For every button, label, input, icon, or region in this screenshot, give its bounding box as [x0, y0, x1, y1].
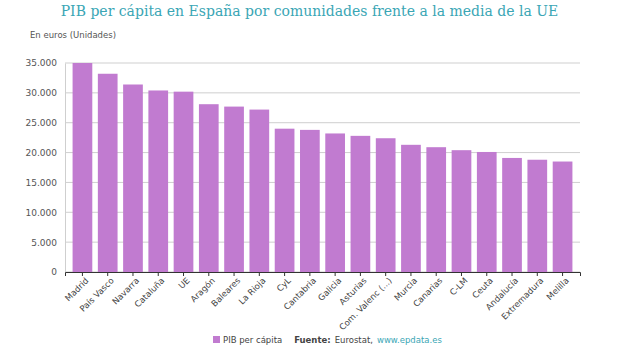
- y-tick: 0: [51, 267, 65, 277]
- grid-line: [65, 63, 580, 64]
- y-tick-label: 10.000: [26, 208, 58, 218]
- bar: [300, 130, 320, 272]
- grid: [65, 63, 580, 272]
- bar: [98, 74, 118, 272]
- x-axis: MadridPaís VascoNavarraCataluñaUEAragónB…: [63, 272, 581, 332]
- bar: [527, 160, 547, 272]
- x-axis-line: [66, 273, 581, 277]
- bar: [199, 104, 219, 272]
- x-tick: La Rioja: [237, 272, 268, 306]
- x-tick-label: Extremadura: [499, 276, 545, 322]
- y-tick: 10.000: [26, 208, 66, 218]
- x-tick-label: Melilla: [544, 276, 570, 302]
- x-tick-label: Cantabria: [282, 276, 318, 312]
- x-tick: Melilla: [544, 272, 570, 302]
- bar: [401, 145, 421, 272]
- y-axis: 0 5.000 10.000 15.000 20.000 25.000 30.000 35.0…: [26, 58, 66, 277]
- bar: [275, 129, 295, 272]
- y-tick: 15.000: [26, 178, 66, 188]
- y-tick-label: 15.000: [26, 178, 58, 188]
- y-tick: 30.000: [26, 88, 66, 98]
- y-tick: 35.000: [26, 58, 66, 68]
- title: PIB per cápita en España por comunidades…: [61, 3, 559, 19]
- source: Fuente: Eurostat, www.epdata.es: [294, 335, 442, 345]
- bar: [123, 84, 143, 272]
- bar: [376, 138, 396, 272]
- x-tick: C-LM: [448, 272, 470, 297]
- chart: PIB per cápita en España por comunidades…: [0, 0, 619, 349]
- y-tick-label: 5.000: [31, 238, 57, 248]
- bar: [452, 150, 472, 272]
- y-tick-label: 0: [51, 267, 57, 277]
- x-tick: Cataluña: [132, 272, 166, 309]
- x-tick: Com. Valenc (...): [337, 272, 394, 332]
- x-tick: Baleares: [209, 272, 243, 309]
- x-tick-label: País Vasco: [78, 276, 116, 314]
- x-tick-label: CyL: [275, 275, 293, 293]
- bar: [426, 147, 446, 272]
- x-tick-label: Canarias: [411, 275, 445, 309]
- bar: [174, 92, 194, 272]
- legend-swatch: [213, 336, 220, 343]
- legend-label: PIB per cápita: [223, 335, 282, 345]
- x-tick-label: Cataluña: [132, 276, 166, 310]
- y-tick-label: 30.000: [26, 88, 58, 98]
- y-tick: 5.000: [31, 238, 65, 248]
- bar: [351, 136, 371, 272]
- x-tick-label: UE: [176, 276, 191, 291]
- y-tick: 20.000: [26, 148, 66, 158]
- bar: [477, 152, 497, 272]
- y-tick-label: 35.000: [26, 58, 58, 68]
- x-tick-label: C-LM: [448, 276, 470, 298]
- x-tick-label: La Rioja: [237, 276, 268, 307]
- y-tick-label: 20.000: [26, 148, 58, 158]
- bar: [224, 107, 244, 272]
- x-tick: País Vasco: [78, 272, 116, 314]
- y-axis-title: En euros (Unidades): [30, 30, 116, 40]
- x-tick-label: Com. Valenc (...): [337, 276, 394, 333]
- bar: [73, 63, 93, 272]
- y-tick-label: 25.000: [26, 118, 58, 128]
- x-tick: Canarias: [411, 272, 445, 309]
- x-tick: UE: [176, 272, 191, 291]
- source-text: Eurostat,: [335, 335, 373, 345]
- x-tick: CyL: [275, 272, 293, 294]
- bars: [73, 63, 573, 272]
- source-link[interactable]: www.epdata.es: [377, 335, 442, 345]
- bar: [249, 110, 269, 272]
- legend: PIB per cápita Fuente: Eurostat, www.epdata…: [213, 335, 442, 345]
- source-label: Fuente:: [294, 335, 330, 345]
- bar: [325, 133, 345, 272]
- y-axis-line: [65, 64, 66, 273]
- x-tick: Cantabria: [282, 272, 318, 312]
- y-tick: 25.000: [26, 118, 66, 128]
- x-tick: Extremadura: [499, 272, 545, 322]
- bar: [502, 158, 522, 272]
- x-tick-label: Baleares: [209, 275, 243, 309]
- bar: [553, 162, 573, 272]
- bar: [148, 90, 168, 272]
